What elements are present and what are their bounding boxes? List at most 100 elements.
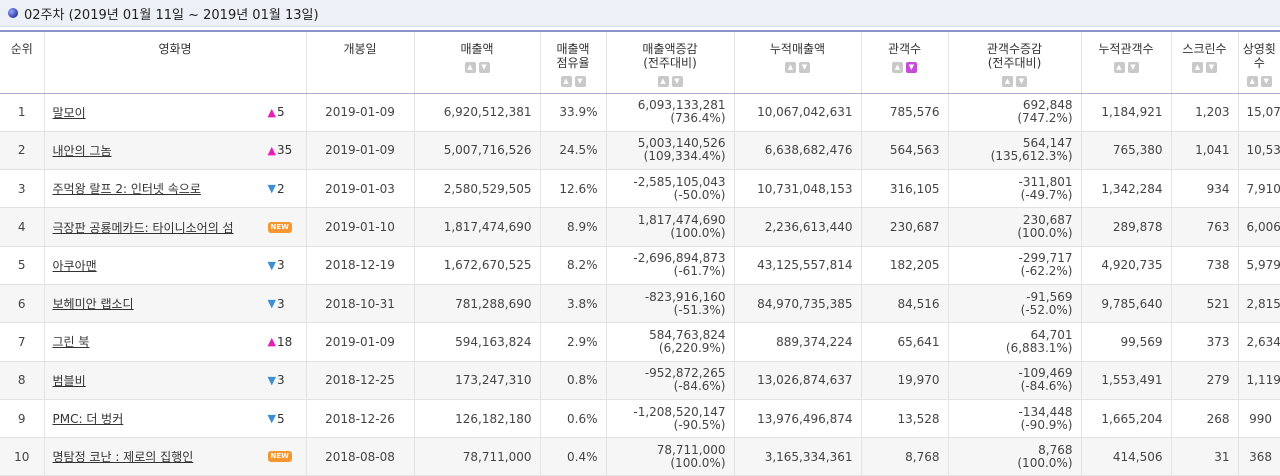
sort-buttons: ▲ ▼ <box>1083 62 1170 73</box>
screens-cell: 279 <box>1170 361 1238 400</box>
movie-title-link[interactable]: 말모이 <box>52 105 86 120</box>
sort-asc-icon[interactable]: ▲ <box>464 62 476 73</box>
movie-title-link[interactable]: 명탐정 코난 : 제로의 집행인 <box>52 450 194 465</box>
rank-cell: 1 <box>0 93 44 132</box>
table-row: 10 명탐정 코난 : 제로의 집행인 NEW 2018-08-08 78,711,00… <box>0 437 1280 476</box>
screens-cell: 763 <box>1170 207 1238 247</box>
rank-change-value: 35 <box>276 143 293 158</box>
sort-desc-icon[interactable]: ▼ <box>1206 62 1217 73</box>
sort-buttons: ▲ ▼ <box>950 76 1080 87</box>
release-date-cell: 2018-12-25 <box>305 361 414 400</box>
sort-desc-icon[interactable]: ▼ <box>1260 76 1272 87</box>
sort-asc-icon[interactable]: ▲ <box>1192 62 1203 73</box>
movie-title-link[interactable]: 내안의 그놈 <box>52 143 112 158</box>
cum-audience-cell: 1,342,284 <box>1080 169 1171 209</box>
movie-title-link[interactable]: 아쿠아맨 <box>52 258 97 273</box>
title-cell: 내안의 그놈 ▲ 35 <box>43 131 306 171</box>
sort-asc-icon[interactable]: ▲ <box>785 62 796 73</box>
share-cell: 33.9% <box>539 93 606 132</box>
sort-asc-icon[interactable]: ▲ <box>1246 76 1258 87</box>
audience-cell: 84,516 <box>860 284 948 324</box>
audience-delta-value: -299,717 <box>1018 251 1073 266</box>
rank-change-value: 2 <box>276 181 285 196</box>
sales-cell: 594,163,824 <box>413 322 540 362</box>
sales-delta-cell: 78,711,000 (100.0%) <box>605 437 734 476</box>
rank-cell: 6 <box>0 284 44 324</box>
audience-delta-pct: (-49.7%) <box>1020 187 1073 202</box>
column-header-label: 누적매출액 <box>769 42 826 56</box>
shows-cell: 10,530 <box>1237 131 1280 171</box>
audience-cell: 65,641 <box>860 322 948 362</box>
column-header: 매출액 점유율 ▲ ▼ <box>539 30 606 94</box>
column-header: 스크린수 ▲ ▼ <box>1170 30 1238 94</box>
release-date-cell: 2019-01-09 <box>305 131 414 171</box>
sales-delta-cell: 5,003,140,526 (109,334.4%) <box>605 131 734 171</box>
release-date-cell: 2018-08-08 <box>305 437 414 476</box>
shows-cell: 7,910 <box>1237 169 1280 209</box>
audience-delta-value: -311,801 <box>1018 174 1073 189</box>
sales-cell: 1,817,474,690 <box>413 207 540 247</box>
share-cell: 0.4% <box>539 437 606 476</box>
movie-title-link[interactable]: 그린 북 <box>52 335 90 350</box>
release-date-cell: 2018-12-19 <box>305 246 414 285</box>
new-badge-icon: NEW <box>267 451 292 463</box>
column-header-label: 점유율 <box>556 56 590 70</box>
table-body: 1 말모이 ▲ 5 2019-01-09 6,920,512,381 33.9% 6,093,… <box>0 93 1280 476</box>
sort-buttons: ▲ ▼ <box>736 62 860 73</box>
column-header-label: 관객수증감 <box>986 42 1043 56</box>
share-cell: 0.6% <box>539 399 606 439</box>
screens-cell: 373 <box>1170 322 1238 362</box>
column-header-label: 개봉일 <box>343 42 377 56</box>
movie-title-link[interactable]: 극장판 공룡메카드: 타이니소어의 섬 <box>52 220 234 235</box>
audience-cell: 316,105 <box>860 169 948 209</box>
title-wrap: 말모이 ▲ 5 <box>53 104 298 121</box>
sales-cell: 6,920,512,381 <box>413 93 540 132</box>
audience-delta-pct: (-90.9%) <box>1020 417 1073 432</box>
column-header-label: 매출액증감 <box>642 42 698 56</box>
movie-title-link[interactable]: 보헤미안 랩소디 <box>52 297 134 312</box>
audience-delta-pct: (-52.0%) <box>1020 302 1073 317</box>
rank-cell: 4 <box>0 207 44 247</box>
sales-delta-pct: (-51.3%) <box>673 302 726 317</box>
sort-asc-icon[interactable]: ▲ <box>657 76 669 87</box>
sales-delta-pct: (-61.7%) <box>673 264 726 279</box>
rank-cell: 8 <box>0 361 44 400</box>
sort-desc-icon[interactable]: ▼ <box>574 76 586 87</box>
title-wrap: 극장판 공룡메카드: 타이니소어의 섬 NEW <box>53 219 298 236</box>
column-header: 순위 <box>0 30 44 94</box>
audience-delta-cell: -134,448 (-90.9%) <box>947 399 1081 439</box>
sort-desc-icon[interactable]: ▼ <box>1127 62 1139 73</box>
sort-asc-icon[interactable]: ▲ <box>1002 76 1013 87</box>
sort-asc-icon[interactable]: ▲ <box>1113 62 1125 73</box>
title-cell: 명탐정 코난 : 제로의 집행인 NEW <box>43 437 306 476</box>
title-cell: 범블비 ▼ 3 <box>43 361 306 400</box>
table-row: 7 그린 북 ▲ 18 2019-01-09 594,163,824 2.9% 584,763… <box>0 322 1280 362</box>
title-cell: 주먹왕 랄프 2: 인터넷 속으로 ▼ 2 <box>43 169 306 209</box>
sort-desc-icon[interactable]: ▼ <box>1016 76 1027 87</box>
sort-desc-icon[interactable]: ▼ <box>478 62 490 73</box>
shows-cell: 2,634 <box>1237 322 1280 362</box>
title-cell: 극장판 공룡메카드: 타이니소어의 섬 NEW <box>43 207 306 247</box>
sales-delta-cell: 584,763,824 (6,220.9%) <box>605 322 734 362</box>
movie-title-link[interactable]: PMC: 더 벙커 <box>52 412 124 427</box>
sort-asc-icon[interactable]: ▲ <box>560 76 572 87</box>
cum-sales-cell: 43,125,557,814 <box>733 246 861 285</box>
sales-cell: 126,182,180 <box>413 399 540 439</box>
column-header-label: 관객수 <box>887 42 922 56</box>
share-cell: 8.9% <box>539 207 606 247</box>
sort-desc-icon[interactable]: ▼ <box>906 62 917 73</box>
sort-buttons: ▲ ▼ <box>1173 62 1237 73</box>
column-header: 관객수 ▲ ▼ <box>860 30 948 94</box>
sales-delta-value: 584,763,824 <box>649 327 726 342</box>
audience-delta-pct: (135,612.3%) <box>990 149 1073 164</box>
column-header: 상영횟수 ▲ ▼ <box>1237 30 1280 94</box>
release-date-cell: 2019-01-09 <box>305 93 414 132</box>
title-wrap: 명탐정 코난 : 제로의 집행인 NEW <box>53 448 298 465</box>
sort-desc-icon[interactable]: ▼ <box>671 76 683 87</box>
movie-title-link[interactable]: 주먹왕 랄프 2: 인터넷 속으로 <box>52 182 201 197</box>
sort-desc-icon[interactable]: ▼ <box>799 62 810 73</box>
arrow-up-icon: ▲ <box>267 143 276 157</box>
sort-asc-icon[interactable]: ▲ <box>892 62 903 73</box>
boxoffice-table: 순위 영화명 개봉일 매출액 ▲ ▼ 매출액 점유율 ▲ ▼ 매출액증감 (전주대비) ▲ ▼ 누적매출액 ▲… <box>0 30 1280 476</box>
movie-title-link[interactable]: 범블비 <box>52 373 86 388</box>
